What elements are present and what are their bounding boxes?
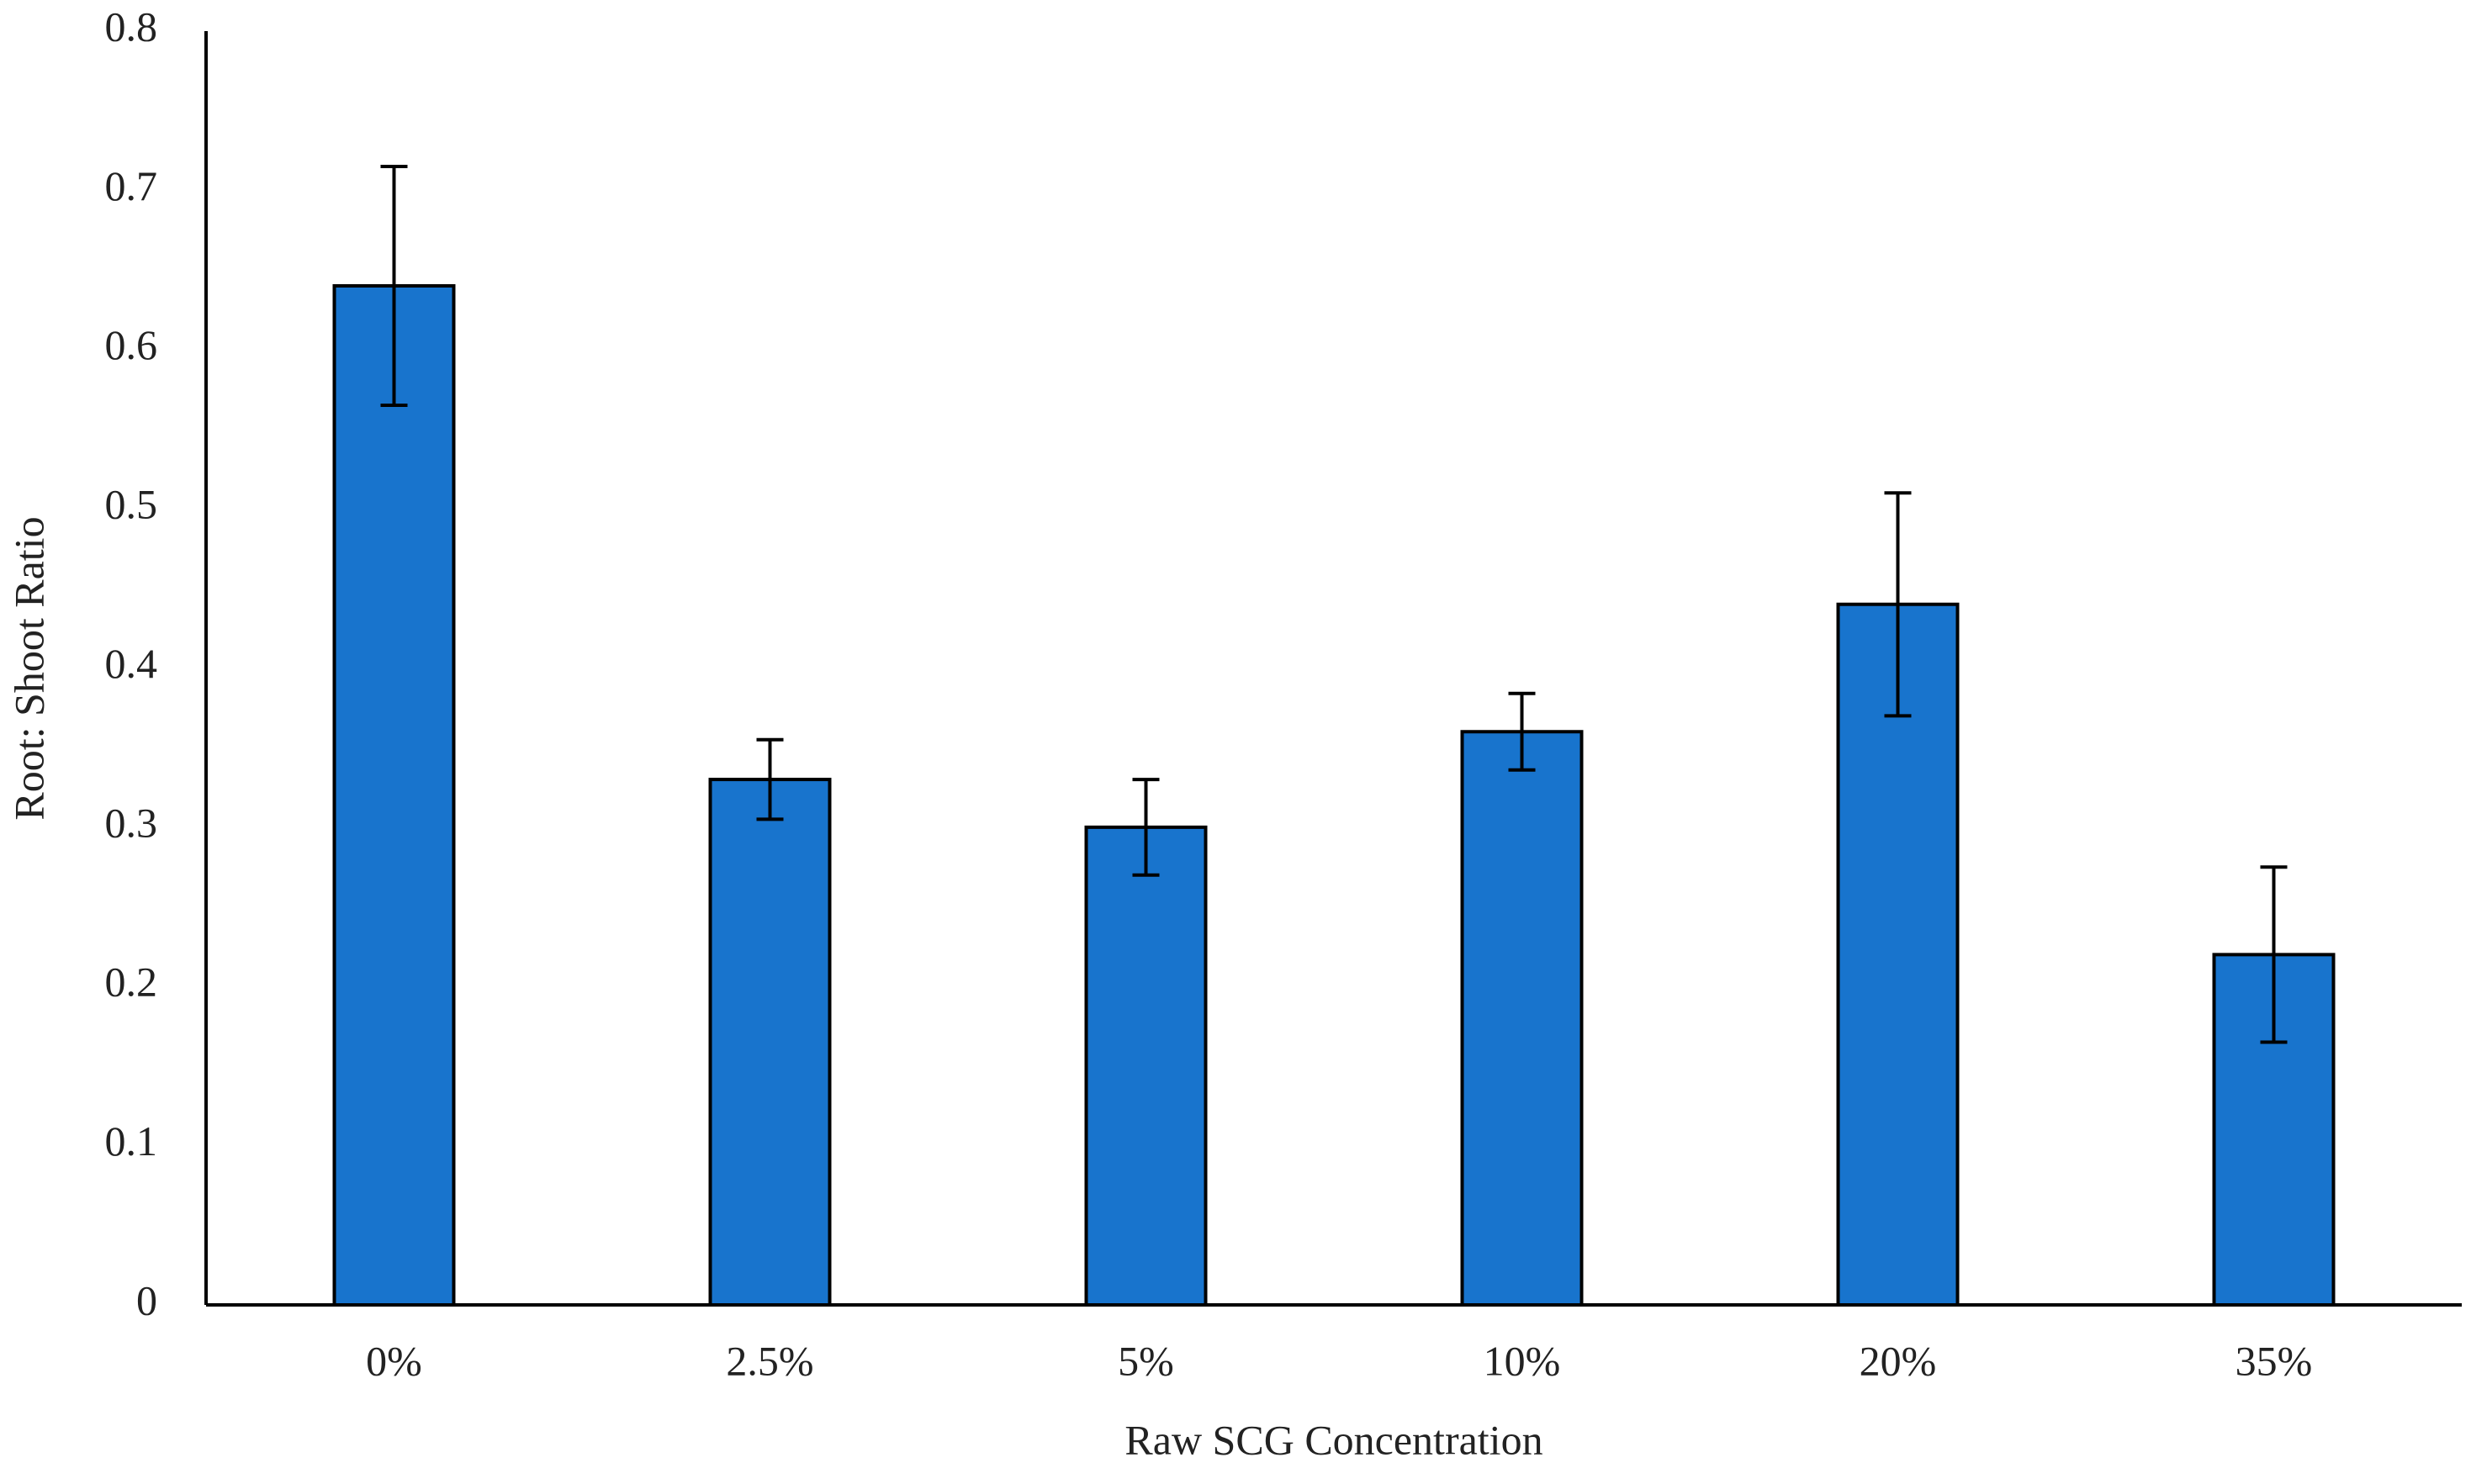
error-bar xyxy=(1508,691,1536,772)
bar xyxy=(332,284,456,1307)
error-bar xyxy=(380,164,408,408)
x-tick-label: 0% xyxy=(366,1337,422,1384)
y-tick-label: 0 xyxy=(136,1276,157,1323)
y-tick-label: 0.2 xyxy=(105,959,158,1006)
error-bar xyxy=(1132,778,1160,877)
x-tick-label: 35% xyxy=(2236,1337,2313,1384)
x-tick-label: 20% xyxy=(1860,1337,1937,1384)
y-tick-label: 0.5 xyxy=(105,481,158,528)
y-tick-label: 0.8 xyxy=(105,3,158,50)
y-tick-label: 0.6 xyxy=(105,321,158,368)
y-tick-label: 0.3 xyxy=(105,799,158,846)
y-tick-label: 0.1 xyxy=(105,1117,158,1164)
x-tick-label: 10% xyxy=(1484,1337,1561,1384)
error-bar xyxy=(2260,865,2288,1044)
bar xyxy=(708,778,832,1307)
x-axis-title: Raw SCG Concentration xyxy=(1124,1416,1542,1463)
y-tick-label: 0.7 xyxy=(105,162,158,209)
bar xyxy=(1836,602,1960,1307)
error-bar xyxy=(756,737,784,821)
x-tick-label: 2.5% xyxy=(726,1337,813,1384)
x-tick-label: 5% xyxy=(1118,1337,1174,1384)
error-bar xyxy=(1884,491,1912,718)
y-tick-label: 0.4 xyxy=(105,640,158,687)
y-axis-title: Root: Shoot Ratio xyxy=(5,516,52,820)
bar xyxy=(1460,730,1584,1307)
bar xyxy=(1084,825,1208,1307)
